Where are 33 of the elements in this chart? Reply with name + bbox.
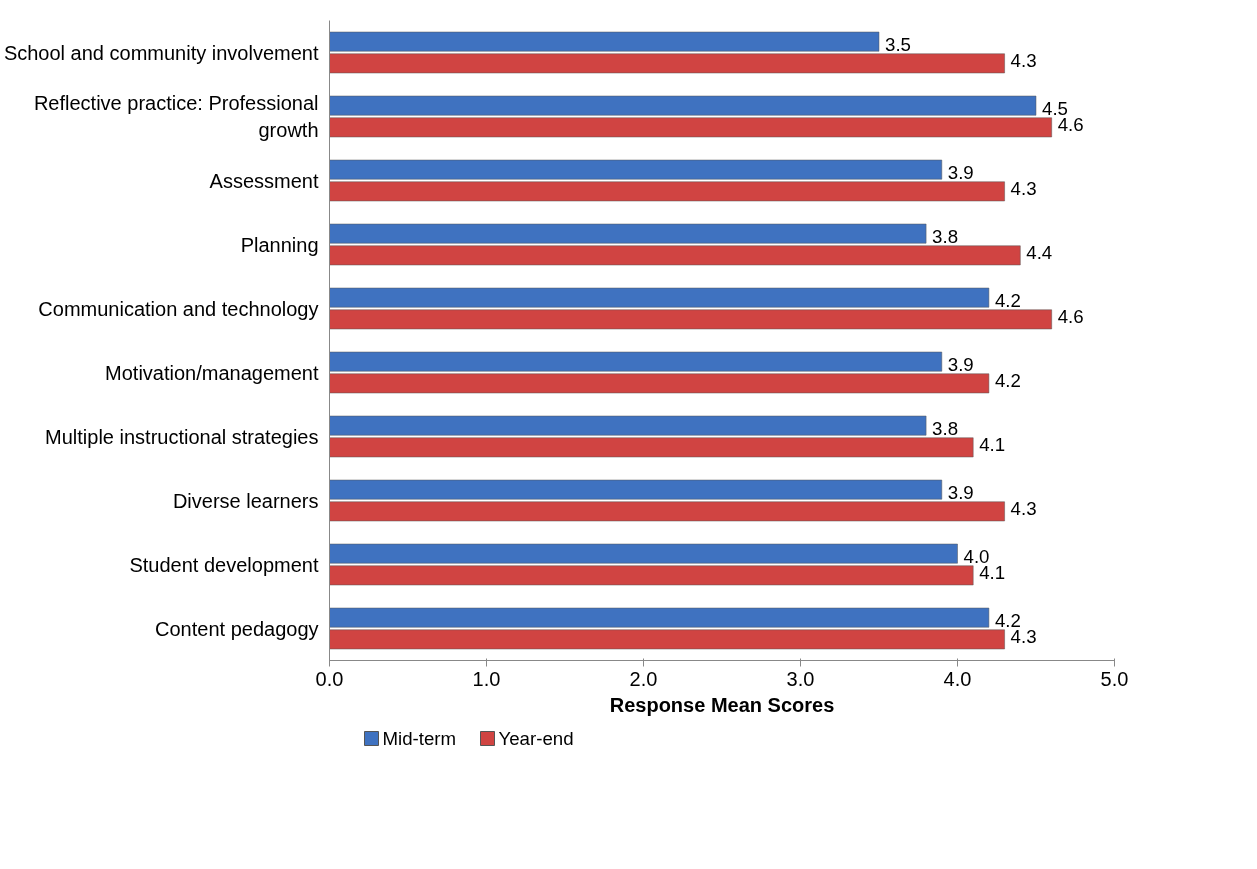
data-label: 4.3 bbox=[1010, 497, 1037, 519]
y-tick-label: Content pedagogy bbox=[155, 617, 319, 640]
x-tick-label: 4.0 bbox=[943, 667, 972, 690]
data-label: 4.6 bbox=[1057, 305, 1084, 327]
y-tick-label: Multiple instructional strategies bbox=[45, 425, 319, 448]
data-label: 3.8 bbox=[932, 418, 959, 440]
x-tick-label: 3.0 bbox=[786, 667, 815, 690]
y-tick-label: Communication and technology bbox=[38, 297, 319, 320]
data-label: 4.1 bbox=[979, 433, 1006, 455]
data-label: 4.2 bbox=[994, 369, 1021, 391]
x-tick-label: 0.0 bbox=[315, 667, 344, 690]
x-tick-label: 1.0 bbox=[472, 667, 501, 690]
data-label: 4.3 bbox=[1010, 177, 1037, 199]
x-tick-label: 5.0 bbox=[1100, 667, 1129, 690]
x-axis-title: Response Mean Scores bbox=[609, 693, 835, 716]
data-label: 3.9 bbox=[947, 482, 974, 504]
data-label: 3.9 bbox=[947, 162, 974, 184]
legend-label: Mid-term bbox=[382, 728, 457, 749]
y-tick-label: School and community involvement bbox=[3, 41, 319, 64]
y-tick-label: Planning bbox=[240, 233, 319, 256]
data-label: 4.4 bbox=[1026, 241, 1053, 263]
data-label: 3.9 bbox=[947, 354, 974, 376]
data-label: 3.8 bbox=[932, 226, 959, 248]
x-tick-label: 2.0 bbox=[629, 667, 658, 690]
data-label: 4.2 bbox=[994, 290, 1021, 312]
y-tick-label: Motivation/management bbox=[105, 361, 319, 384]
y-tick-label: Student development bbox=[129, 553, 319, 576]
legend-label: Year-end bbox=[498, 728, 574, 749]
y-tick-label: Reflective practice: Professional growth bbox=[33, 92, 319, 141]
y-tick-label: Diverse learners bbox=[172, 489, 319, 512]
data-label: 3.5 bbox=[885, 34, 911, 56]
data-label: 4.3 bbox=[1010, 49, 1037, 71]
y-tick-label: Assessment bbox=[209, 169, 319, 192]
